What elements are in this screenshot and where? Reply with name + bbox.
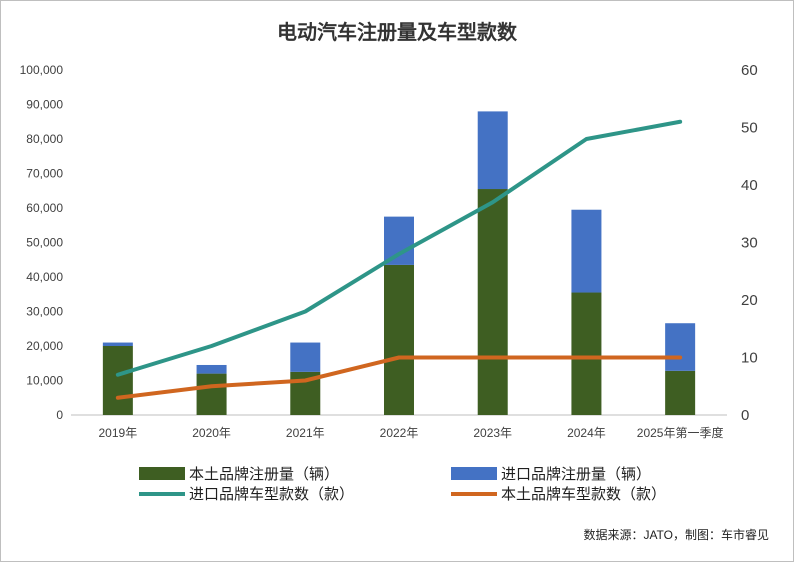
x-tick-label: 2022年 [380, 426, 419, 440]
legend: 本土品牌注册量（辆） 进口品牌注册量（辆） 进口品牌车型款数（款） 本土品牌车型款数（… [139, 466, 666, 503]
lines [115, 119, 683, 400]
y2-tick-label: 0 [741, 407, 749, 424]
y-tick-label: 100,000 [20, 63, 64, 77]
bar-domestic [196, 373, 227, 415]
bar-import [196, 364, 227, 374]
bar-domestic [571, 292, 602, 415]
line-domestic-models [115, 355, 683, 400]
bar-import [290, 342, 321, 372]
y2-tick-label: 60 [741, 62, 758, 79]
chart-title: 电动汽车注册量及车型款数 [277, 20, 518, 44]
bar-domestic [384, 264, 414, 415]
y-tick-label: 20,000 [26, 339, 63, 353]
x-tick-label: 2024年 [567, 426, 606, 440]
line-import-models [115, 119, 683, 377]
legend-label: 本土品牌车型款数（款） [501, 486, 666, 503]
axes: 0 10,000 20,000 30,000 40,000 50,000 60,000 70,… [20, 62, 758, 440]
y2-tick-label: 40 [741, 177, 758, 194]
legend-label: 本土品牌注册量（辆） [189, 466, 339, 483]
x-tick-label: 2019年 [99, 426, 138, 440]
y-tick-label: 0 [56, 408, 63, 422]
y-tick-label: 40,000 [26, 270, 63, 284]
bar-import [477, 111, 508, 190]
bars [102, 111, 696, 415]
y2-tick-label: 20 [741, 292, 758, 309]
y-tick-label: 80,000 [26, 132, 63, 146]
bar-domestic [102, 346, 133, 415]
y-tick-label: 70,000 [26, 167, 63, 181]
bar-import [384, 216, 414, 265]
x-tick-label: 2023年 [473, 426, 512, 440]
y-tick-label: 90,000 [26, 98, 63, 112]
y-tick-label: 10,000 [26, 374, 63, 388]
x-tick-label: 2020年 [192, 426, 231, 440]
y2-tick-label: 50 [741, 120, 758, 137]
legend-swatch [451, 467, 497, 480]
source-note: 数据来源：JATO，制图：车市睿见 [583, 527, 769, 542]
y2-tick-label: 10 [741, 350, 758, 367]
y2-tick-label: 30 [741, 235, 758, 252]
bar-domestic [477, 189, 508, 415]
legend-label: 进口品牌车型款数（款） [189, 486, 354, 503]
bar-import [571, 209, 602, 293]
legend-label: 进口品牌注册量（辆） [501, 466, 651, 483]
bar-import [665, 323, 696, 371]
y-tick-label: 50,000 [26, 236, 63, 250]
x-tick-label: 2021年 [286, 426, 325, 440]
y-tick-label: 30,000 [26, 305, 63, 319]
legend-swatch [139, 467, 185, 480]
bar-import [102, 342, 133, 346]
x-tick-label: 2025年第一季度 [637, 425, 724, 440]
y-tick-label: 60,000 [26, 201, 63, 215]
bar-domestic [665, 370, 696, 415]
